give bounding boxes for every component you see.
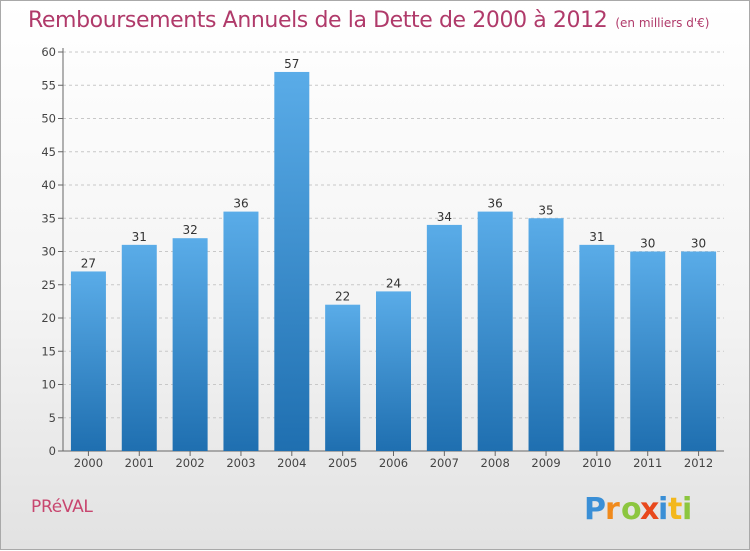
y-tick-label: 50: [41, 112, 56, 126]
y-tick-label: 45: [41, 145, 56, 159]
bar-value-label: 34: [437, 210, 452, 224]
svg-text:t: t: [668, 492, 682, 527]
bar-value-label: 31: [589, 230, 604, 244]
bar-value-label: 35: [538, 203, 553, 217]
x-tick-label: 2012: [684, 456, 713, 470]
x-tick-label: 2000: [74, 456, 103, 470]
bar: [223, 211, 259, 451]
x-tick-label: 2005: [328, 456, 357, 470]
y-tick-label: 55: [41, 78, 56, 92]
chart-subtitle: (en milliers d'€): [615, 16, 710, 30]
svg-text:o: o: [621, 492, 642, 527]
bar: [274, 71, 310, 451]
bars: [70, 71, 717, 451]
x-tick-label: 2001: [125, 456, 154, 470]
x-tick-label: 2002: [175, 456, 204, 470]
chart-title-block: Remboursements Annuels de la Dette de 20…: [28, 8, 709, 33]
bar-value-label: 24: [386, 276, 401, 290]
x-tick-label: 2009: [531, 456, 560, 470]
bar-value-label: 30: [640, 237, 655, 251]
bar-value-label: 57: [284, 57, 299, 71]
svg-text:x: x: [640, 492, 659, 527]
svg-text:r: r: [605, 492, 620, 527]
bar: [426, 224, 462, 451]
bar: [70, 271, 106, 451]
bar-value-label: 36: [233, 197, 248, 211]
bar: [121, 244, 157, 451]
x-tick-label: 2010: [582, 456, 611, 470]
x-tick-label: 2011: [633, 456, 662, 470]
bar: [172, 238, 208, 451]
bar: [579, 244, 615, 451]
y-tick-label: 15: [41, 344, 56, 358]
y-tick-label: 40: [41, 178, 56, 192]
bar: [376, 291, 411, 451]
bar-value-label: 31: [132, 230, 147, 244]
y-tick-label: 25: [41, 278, 56, 292]
y-tick-label: 30: [41, 245, 56, 259]
bar: [325, 304, 361, 451]
x-tick-label: 2004: [277, 456, 306, 470]
y-tick-label: 0: [49, 444, 56, 458]
bar: [477, 211, 513, 451]
chart-title: Remboursements Annuels de la Dette de 20…: [28, 8, 608, 33]
y-tick-label: 60: [41, 45, 56, 59]
bar: [528, 218, 564, 451]
x-tick-label: 2006: [379, 456, 408, 470]
y-tick-label: 10: [41, 378, 56, 392]
y-tick-label: 5: [49, 411, 56, 425]
x-tick-label: 2003: [226, 456, 255, 470]
bar: [681, 251, 717, 451]
bar: [630, 251, 666, 451]
bar-value-label: 27: [81, 256, 96, 270]
x-tick-label: 2007: [430, 456, 459, 470]
labels: 0 5 10 15 20 25 30 35 40 45 50 55 60 27 2000 31 2001 32 20…: [41, 45, 713, 470]
bar-value-label: 30: [691, 237, 706, 251]
bar-value-label: 36: [488, 197, 503, 211]
bar-value-label: 32: [182, 223, 197, 237]
proxiti-logo: P r o x i t i: [584, 492, 692, 527]
x-tick-label: 2008: [481, 456, 510, 470]
y-tick-label: 35: [41, 211, 56, 225]
svg-text:i: i: [658, 492, 668, 527]
y-tick-label: 20: [41, 311, 56, 325]
svg-text:i: i: [682, 492, 692, 527]
commune-name: PRéVAL: [31, 497, 93, 517]
bar-value-label: 22: [335, 290, 350, 304]
svg-text:P: P: [584, 492, 606, 527]
